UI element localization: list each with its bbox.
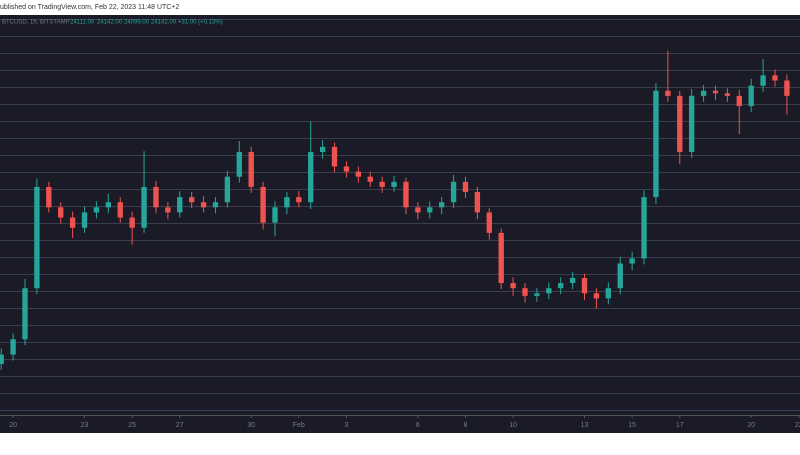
candle-body xyxy=(81,212,88,228)
candle-body xyxy=(165,207,171,213)
legend-value: 24142.00 xyxy=(151,20,177,26)
x-tick-label: 30 xyxy=(247,422,255,429)
candle-body xyxy=(284,197,290,208)
candle-body xyxy=(486,212,492,233)
candle-body xyxy=(391,181,397,187)
x-tick-label: 15 xyxy=(628,422,636,429)
candle-body xyxy=(462,181,469,193)
candle-body xyxy=(319,146,326,153)
candle-body xyxy=(736,95,742,107)
candle-body xyxy=(260,186,266,223)
candle-body xyxy=(534,293,540,296)
candle-body xyxy=(581,277,588,294)
candle-body xyxy=(0,354,4,364)
legend-value: 24111.00 xyxy=(70,20,95,26)
candle-body xyxy=(641,197,647,259)
candle-body xyxy=(34,186,40,289)
candle-body xyxy=(117,202,123,218)
candle-body xyxy=(760,75,766,86)
x-tick-label: Feb xyxy=(293,422,305,429)
candle-body xyxy=(212,202,219,208)
candle-body xyxy=(784,80,790,96)
x-tick-label: 20 xyxy=(9,422,17,429)
candle-body xyxy=(367,176,373,182)
legend-value: 24142.00 xyxy=(97,20,123,26)
candle-body xyxy=(522,288,528,296)
candle-body xyxy=(343,166,350,172)
candle-body xyxy=(272,207,278,223)
candle-body xyxy=(569,277,576,284)
x-tick-label: 6 xyxy=(416,422,420,429)
x-tick-label: 20 xyxy=(747,422,755,429)
candle-body xyxy=(427,207,433,213)
candle-body xyxy=(677,95,683,153)
candle-body xyxy=(355,171,362,177)
candle-body xyxy=(58,207,64,218)
candle-body xyxy=(188,197,195,203)
legend: BTCUSD, 1h, BITSTAMP 24111.00 24142.00 240… xyxy=(2,20,223,26)
x-tick-label: 8 xyxy=(464,422,468,429)
candle-body xyxy=(236,152,242,177)
x-tick-label: 17 xyxy=(676,422,684,429)
candle-body xyxy=(308,152,314,203)
candle-body xyxy=(593,293,600,299)
candle-body xyxy=(772,75,778,81)
candle-body xyxy=(105,202,112,208)
candle-body xyxy=(153,186,159,208)
candle-body xyxy=(415,207,421,213)
candle-body xyxy=(296,197,302,203)
x-tick-label: 25 xyxy=(128,422,136,429)
candle-body xyxy=(22,288,28,340)
x-tick-label: 10 xyxy=(509,422,517,429)
candle-body xyxy=(629,258,635,264)
candle-body xyxy=(653,90,659,198)
candle-body xyxy=(546,288,552,294)
candle-body xyxy=(93,207,100,213)
candle-body xyxy=(403,181,409,208)
x-tick-label: 22 xyxy=(795,422,800,429)
candle-body xyxy=(46,186,52,208)
x-tick-label: 13 xyxy=(581,422,589,429)
candle-body xyxy=(688,95,695,153)
candle-body xyxy=(712,90,719,94)
candle-body xyxy=(224,176,231,203)
candle-body xyxy=(510,283,516,289)
candle-body xyxy=(331,146,338,167)
candle-body xyxy=(700,90,707,96)
publisher-note: ublished on TradingView.com, Feb 22, 202… xyxy=(0,4,179,11)
x-tick-label: 3 xyxy=(344,422,348,429)
candle-body xyxy=(605,288,612,299)
candle-body xyxy=(450,181,457,203)
candle-body xyxy=(724,93,731,96)
grid-pattern xyxy=(0,15,800,415)
candle-body xyxy=(379,181,385,187)
candle-body xyxy=(69,217,76,228)
candle-body xyxy=(438,202,445,208)
x-tick-label: 23 xyxy=(81,422,89,429)
candle-body xyxy=(129,217,135,228)
candle-body xyxy=(474,192,481,213)
candle-body xyxy=(665,90,671,96)
legend-value: +31.00 (+0.13%) xyxy=(178,20,223,26)
candle-body xyxy=(200,202,207,208)
candle-body xyxy=(748,85,754,107)
candle-body xyxy=(177,197,183,213)
candle-body xyxy=(498,232,504,284)
candle-body xyxy=(141,186,147,228)
x-tick-label: 27 xyxy=(176,422,184,429)
legend-value: 24099.00 xyxy=(124,20,150,26)
candle-body xyxy=(248,152,254,187)
symbol: BTCUSD, 1h, BITSTAMP xyxy=(2,20,70,26)
candle-body xyxy=(558,283,564,289)
candle-body xyxy=(10,339,16,355)
candle-body xyxy=(617,263,623,289)
